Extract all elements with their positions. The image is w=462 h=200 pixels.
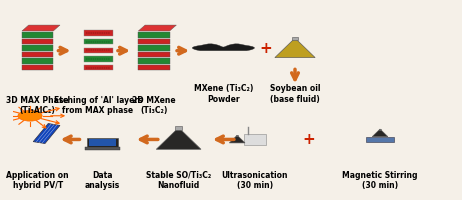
Text: Etching of 'Al' layers
from MAX phase: Etching of 'Al' layers from MAX phase [54,96,142,115]
Polygon shape [138,25,176,31]
FancyBboxPatch shape [366,137,394,142]
Text: Ultrasonication
(30 min): Ultrasonication (30 min) [221,171,288,190]
Polygon shape [156,128,201,149]
Text: Data
analysis: Data analysis [85,171,120,190]
Polygon shape [229,135,245,143]
Text: +: + [260,41,272,56]
FancyBboxPatch shape [84,39,113,44]
Text: Stable SO/Ti₃C₂
Nanofluid: Stable SO/Ti₃C₂ Nanofluid [146,171,211,190]
Polygon shape [192,44,255,51]
FancyBboxPatch shape [138,52,170,57]
FancyBboxPatch shape [22,58,53,64]
FancyBboxPatch shape [138,58,170,64]
Polygon shape [22,25,60,31]
Polygon shape [372,129,388,137]
FancyBboxPatch shape [89,139,116,146]
FancyBboxPatch shape [379,129,381,130]
Polygon shape [33,124,60,144]
Text: +: + [302,132,315,147]
Polygon shape [275,38,315,58]
FancyBboxPatch shape [84,30,113,36]
Text: 2D MXene
(Ti₃C₂): 2D MXene (Ti₃C₂) [132,96,176,115]
FancyBboxPatch shape [138,32,170,38]
FancyBboxPatch shape [138,45,170,51]
Text: Soybean oil
(base fluid): Soybean oil (base fluid) [270,84,320,104]
FancyBboxPatch shape [85,147,121,150]
FancyBboxPatch shape [292,37,298,40]
Circle shape [18,110,42,121]
Text: 3D MAX Phase
(Ti₃AlC₂): 3D MAX Phase (Ti₃AlC₂) [6,96,69,115]
FancyBboxPatch shape [244,134,266,145]
FancyBboxPatch shape [84,56,113,62]
Text: Application on
hybrid PV/T: Application on hybrid PV/T [6,171,69,190]
FancyBboxPatch shape [138,65,170,70]
Text: Magnetic Stirring
(30 min): Magnetic Stirring (30 min) [342,171,418,190]
FancyBboxPatch shape [138,39,170,44]
FancyBboxPatch shape [22,45,53,51]
Text: MXene (Ti₃C₂)
Powder: MXene (Ti₃C₂) Powder [194,84,253,104]
FancyBboxPatch shape [236,135,238,136]
FancyBboxPatch shape [22,52,53,57]
FancyBboxPatch shape [84,65,113,70]
FancyBboxPatch shape [175,126,182,130]
FancyBboxPatch shape [87,138,118,147]
FancyBboxPatch shape [22,65,53,70]
FancyBboxPatch shape [22,39,53,44]
FancyBboxPatch shape [84,48,113,53]
FancyBboxPatch shape [22,32,53,38]
